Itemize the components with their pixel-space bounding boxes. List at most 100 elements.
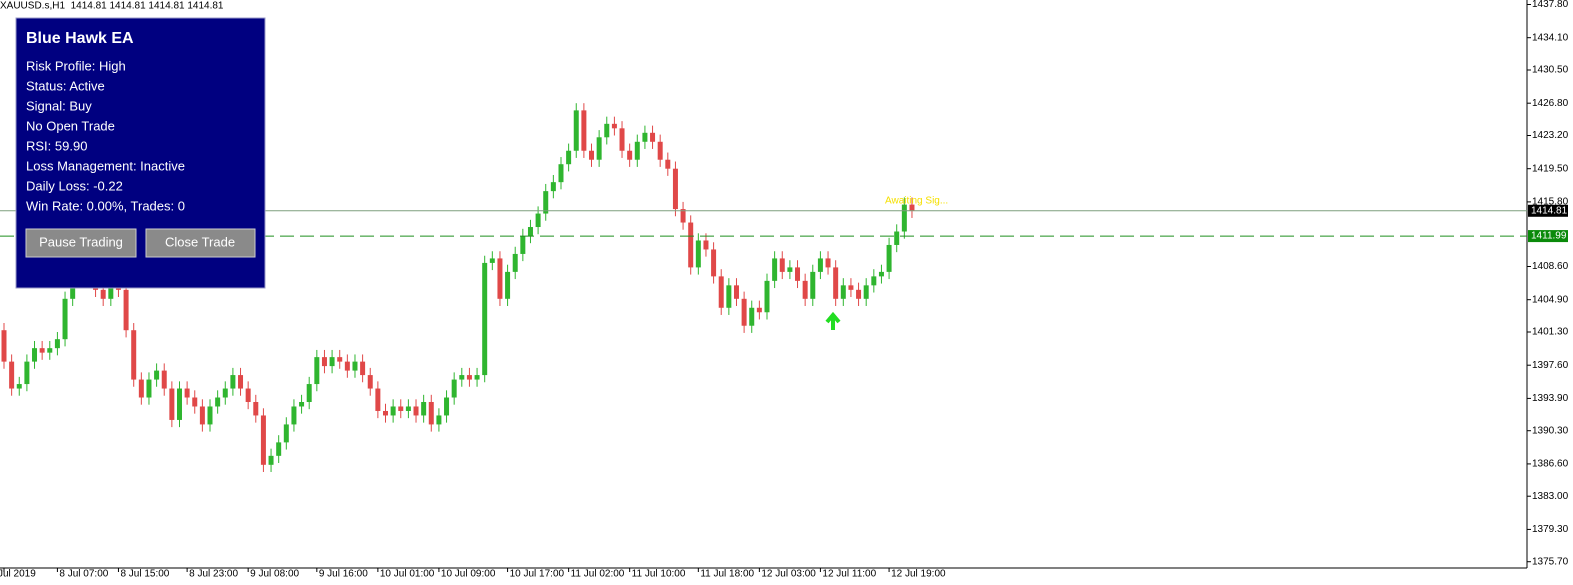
panel-title: Blue Hawk EA — [26, 30, 134, 47]
x-tick-label: 10 Jul 01:00 — [380, 569, 435, 580]
y-tick-label: 1386.60 — [1532, 459, 1569, 470]
x-tick-label: 10 Jul 17:00 — [510, 569, 565, 580]
candle-body — [680, 209, 686, 223]
candle-body — [779, 258, 785, 272]
x-tick-label: 8 Jul 07:00 — [59, 569, 108, 580]
close-trade-button[interactable] — [145, 228, 256, 258]
candle-body — [756, 307, 762, 313]
buy-arrow — [825, 311, 841, 330]
candle-body — [894, 231, 900, 245]
y-tick-label: 1383.00 — [1532, 491, 1569, 502]
candle-body — [589, 150, 595, 160]
y-tick-label: 1437.80 — [1532, 0, 1569, 10]
candle-body — [138, 379, 144, 398]
y-tick-label: 1430.50 — [1532, 65, 1569, 76]
ea-panel: Blue Hawk EA Pause Trading Close Trade R… — [15, 17, 266, 289]
candle-body — [123, 289, 129, 331]
candle-body — [276, 442, 282, 456]
y-tick-label: 1401.30 — [1532, 327, 1569, 338]
candle-body — [62, 298, 68, 340]
pause-button-label[interactable]: Pause Trading — [39, 234, 123, 249]
candle-body — [871, 276, 877, 286]
x-tick-label: 11 Jul 18:00 — [700, 569, 754, 580]
panel-line: Daily Loss: -0.22 — [26, 178, 123, 193]
candle-body — [848, 285, 854, 290]
candle-body — [413, 406, 419, 416]
y-tick-label: 1393.90 — [1532, 393, 1569, 404]
price-label: 1411.99 — [1531, 231, 1567, 242]
candle-body — [383, 410, 388, 416]
panel-line: Win Rate: 0.00%, Trades: 0 — [26, 198, 185, 213]
y-tick-label: 1426.80 — [1532, 98, 1569, 109]
candle-body — [543, 191, 549, 214]
x-tick-label: Jul 2019 — [0, 569, 36, 580]
candle-body — [169, 388, 175, 420]
candle-body — [360, 361, 366, 376]
candle-body — [176, 388, 182, 420]
x-tick-label: 9 Jul 16:00 — [319, 569, 368, 580]
candle-body — [215, 397, 221, 407]
candle-body — [32, 348, 38, 362]
candle-body — [711, 249, 717, 277]
candle-body — [726, 285, 732, 308]
candle-body — [184, 388, 190, 398]
candle-body — [337, 357, 343, 362]
candle-body — [650, 132, 656, 142]
y-tick-label: 1419.50 — [1532, 163, 1569, 174]
candle-body — [344, 361, 350, 371]
y-tick-label: 1379.30 — [1532, 524, 1569, 535]
candle-body — [535, 213, 541, 228]
x-tick-label: 12 Jul 19:00 — [891, 569, 946, 580]
panel-line: Loss Management: Inactive — [26, 158, 185, 173]
price-label-box — [1528, 230, 1568, 243]
candle-body — [863, 285, 869, 299]
candle-body — [787, 267, 793, 272]
candle-body — [306, 384, 312, 402]
y-tick-label: 1415.80 — [1532, 197, 1569, 208]
candle-body — [39, 348, 45, 353]
y-tick-label: 1397.60 — [1532, 360, 1569, 371]
y-tick-label: 1423.20 — [1532, 130, 1569, 141]
candle-body — [245, 388, 251, 402]
candle-body — [581, 110, 587, 151]
candle-body — [482, 262, 488, 376]
candle-body — [489, 258, 495, 263]
candle-body — [268, 455, 274, 465]
candle-body — [47, 348, 53, 353]
candle-body — [375, 388, 381, 411]
candle-body — [497, 258, 503, 299]
pause-button[interactable] — [25, 228, 137, 258]
candle-body — [695, 240, 701, 268]
candle-body — [810, 271, 816, 299]
candle-body — [192, 397, 198, 407]
candle-body — [611, 123, 617, 129]
candle-body — [604, 123, 610, 138]
candle-body — [566, 150, 572, 165]
candle-body — [321, 357, 327, 367]
x-tick-label: 8 Jul 23:00 — [189, 569, 238, 580]
candle-body — [512, 253, 518, 272]
candle-body — [886, 244, 892, 272]
candle-body — [878, 271, 884, 277]
candle-body — [1, 330, 7, 362]
candle-body — [146, 379, 152, 398]
candle-body — [764, 280, 770, 313]
candle-body — [283, 424, 289, 443]
candle-body — [428, 401, 434, 425]
candle-body — [627, 150, 633, 160]
candle-body — [642, 132, 648, 142]
candle-body — [672, 168, 678, 210]
panel-line: RSI: 59.90 — [26, 138, 87, 153]
y-tick-label: 1390.30 — [1532, 425, 1569, 436]
price-label: 1414.81 — [1531, 205, 1568, 216]
candle-body — [161, 370, 167, 389]
candle-body — [558, 164, 564, 183]
close-trade-button-label[interactable]: Close Trade — [165, 234, 235, 249]
candle-body — [718, 276, 724, 308]
x-tick-label: 12 Jul 03:00 — [761, 569, 816, 580]
x-tick-label: 12 Jul 11:00 — [822, 569, 876, 580]
candle-body — [619, 128, 625, 151]
candle-body — [596, 137, 602, 160]
x-tick-label: 11 Jul 10:00 — [632, 569, 686, 580]
